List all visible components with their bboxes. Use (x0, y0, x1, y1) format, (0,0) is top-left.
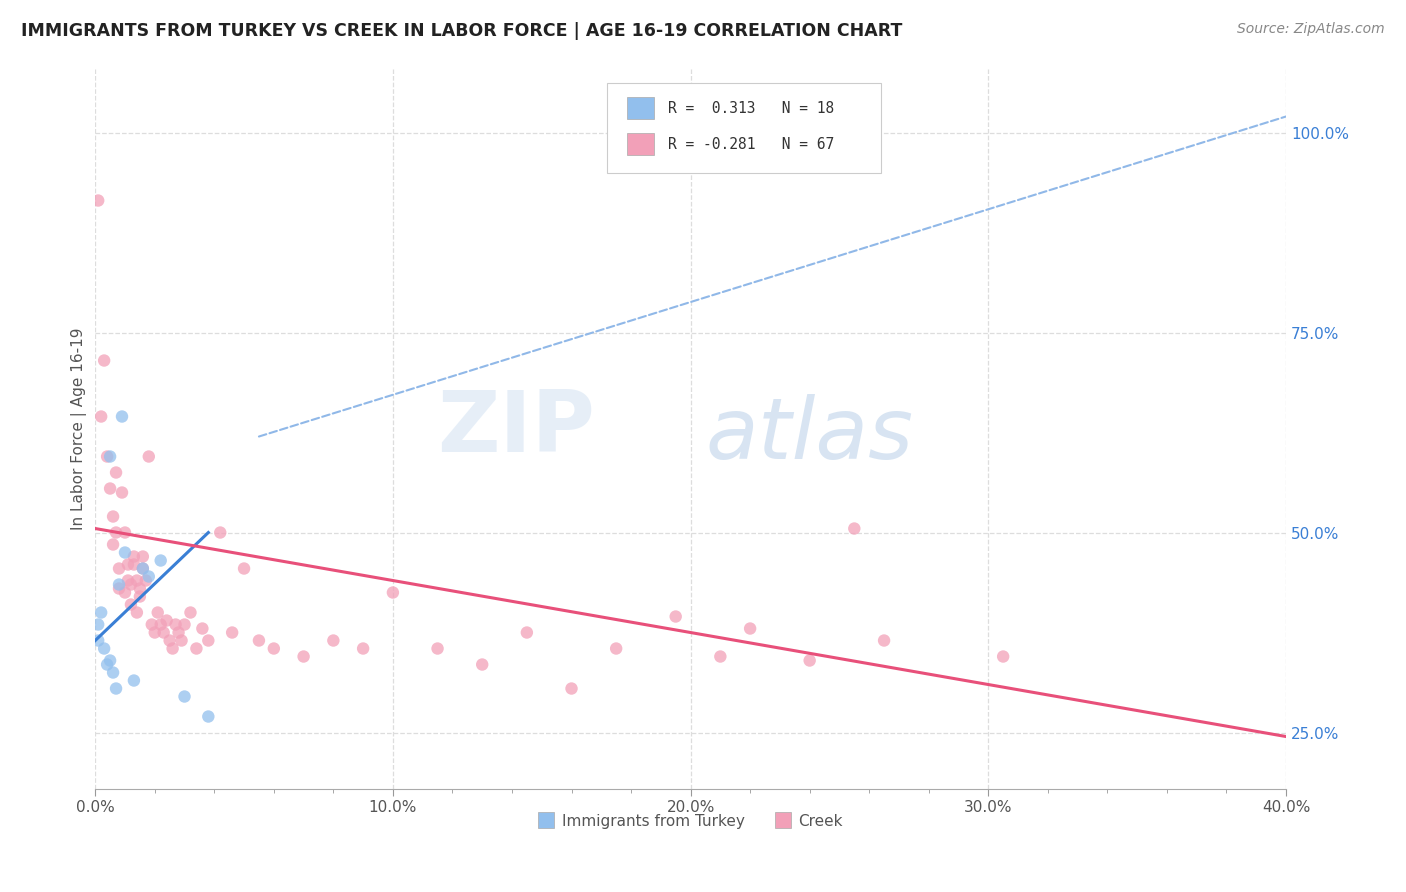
Text: ZIP: ZIP (437, 387, 595, 470)
Point (108, 561, 131, 575)
Point (105, 681, 128, 696)
Point (352, 641, 374, 656)
Point (108, 577, 131, 591)
Point (665, 609, 688, 624)
Point (117, 574, 139, 588)
Point (105, 525, 128, 540)
Point (101, 509, 124, 524)
Point (170, 633, 193, 648)
Point (111, 409, 134, 424)
Point (122, 558, 145, 572)
Text: R =  0.313   N = 18: R = 0.313 N = 18 (668, 101, 834, 116)
Point (101, 537, 124, 551)
Point (87, 617, 110, 632)
Point (156, 614, 179, 628)
Point (146, 606, 169, 620)
Point (128, 582, 150, 596)
Point (1260, 825, 1282, 839)
Point (132, 561, 155, 575)
Point (98, 653, 121, 667)
Point (96, 450, 118, 464)
Point (114, 525, 136, 540)
Point (167, 625, 190, 640)
Point (114, 585, 136, 599)
Point (87, 194, 110, 208)
Point (740, 622, 762, 636)
Point (191, 622, 214, 636)
Point (138, 569, 160, 583)
Point (873, 633, 896, 648)
Point (93, 353, 115, 368)
Point (426, 641, 449, 656)
Point (132, 561, 155, 575)
Point (87, 633, 110, 648)
Point (90, 606, 112, 620)
Point (186, 641, 208, 656)
Point (1156, 873, 1178, 888)
Point (292, 649, 315, 664)
Point (96, 657, 118, 672)
Point (516, 625, 538, 640)
Point (991, 649, 1014, 664)
Point (173, 617, 195, 632)
Point (128, 590, 150, 604)
Point (263, 641, 285, 656)
Point (173, 690, 195, 704)
Point (799, 653, 821, 667)
Point (98, 482, 121, 496)
Point (247, 633, 270, 648)
Point (105, 466, 128, 480)
Bar (627, 97, 654, 119)
Point (179, 606, 201, 620)
Point (322, 633, 344, 648)
Point (125, 574, 148, 588)
Point (471, 657, 494, 672)
Point (381, 585, 404, 599)
Point (233, 561, 256, 575)
Point (120, 577, 142, 591)
Y-axis label: In Labor Force | Age 16-19: In Labor Force | Age 16-19 (72, 327, 87, 530)
Point (141, 617, 163, 632)
FancyBboxPatch shape (607, 83, 882, 173)
Text: R = -0.281   N = 67: R = -0.281 N = 67 (668, 136, 834, 152)
Point (122, 549, 145, 564)
Text: atlas: atlas (706, 394, 914, 477)
Point (117, 558, 139, 572)
Text: Source: ZipAtlas.com: Source: ZipAtlas.com (1237, 22, 1385, 37)
Point (162, 641, 184, 656)
Point (114, 545, 136, 559)
Point (152, 625, 174, 640)
Point (149, 617, 172, 632)
Point (93, 641, 115, 656)
Point (132, 549, 155, 564)
Point (125, 606, 148, 620)
Point (138, 450, 160, 464)
Point (165, 617, 187, 632)
Legend: Immigrants from Turkey, Creek: Immigrants from Turkey, Creek (533, 807, 849, 835)
Point (197, 709, 219, 723)
Point (844, 522, 866, 536)
Point (120, 598, 142, 612)
Point (209, 525, 232, 540)
Point (98, 450, 121, 464)
Point (122, 673, 145, 688)
Text: IMMIGRANTS FROM TURKEY VS CREEK IN LABOR FORCE | AGE 16-19 CORRELATION CHART: IMMIGRANTS FROM TURKEY VS CREEK IN LABOR… (21, 22, 903, 40)
Point (159, 633, 181, 648)
Point (197, 633, 219, 648)
Point (709, 649, 731, 664)
Point (135, 574, 157, 588)
Point (111, 485, 134, 500)
Point (149, 553, 172, 567)
Point (108, 582, 131, 596)
Point (221, 625, 243, 640)
Point (560, 681, 582, 696)
Point (143, 625, 166, 640)
Bar (627, 133, 654, 155)
Point (101, 665, 124, 680)
Point (605, 641, 627, 656)
Point (90, 409, 112, 424)
